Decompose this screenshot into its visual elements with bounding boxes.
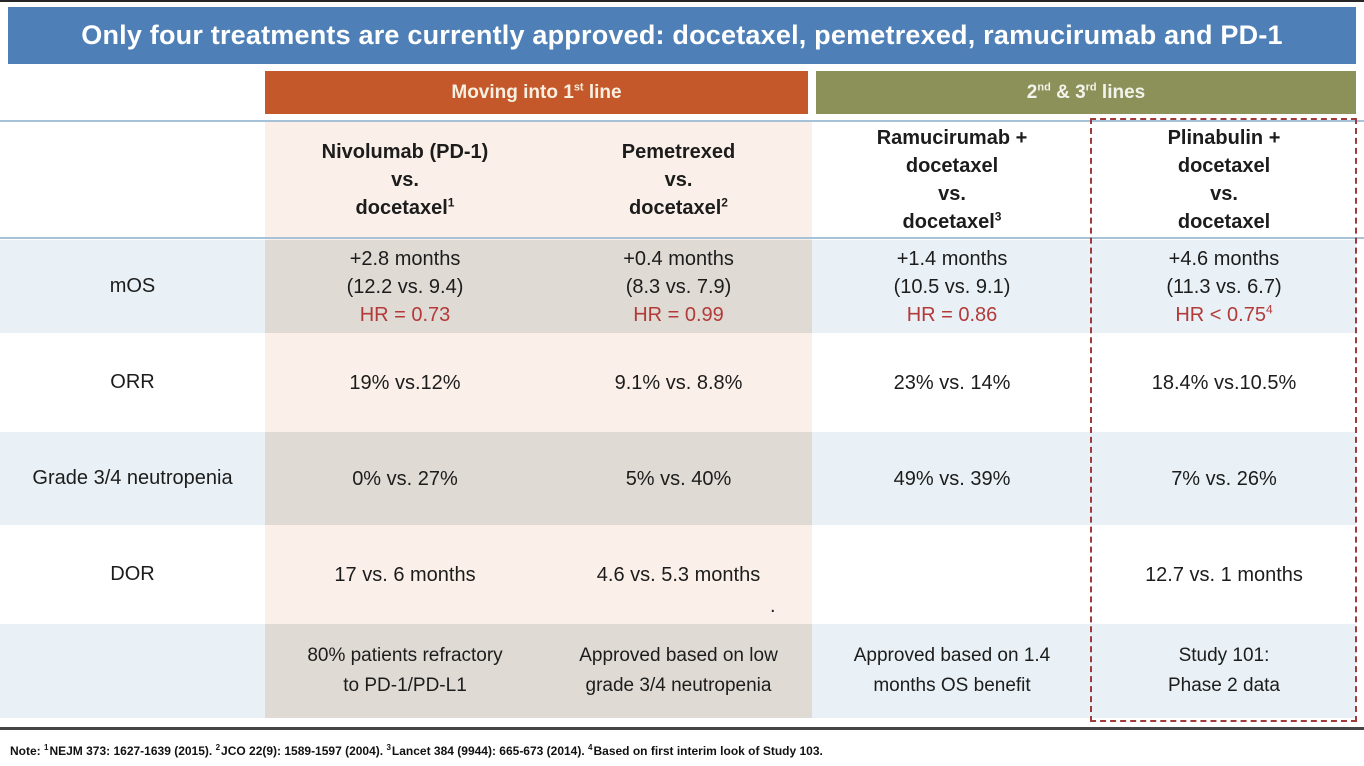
footnote-ref-3: 3 — [386, 743, 391, 752]
cell-mos-nivolumab: +2.8 months (12.2 vs. 9.4) HR = 0.73 — [265, 240, 545, 333]
hazard-ratio: HR < 0.754 — [1175, 301, 1273, 326]
hazard-ratio: HR = 0.73 — [359, 303, 451, 326]
table-header-row: Nivolumab (PD-1) vs. docetaxel1 Pemetrex… — [0, 122, 1356, 237]
table-row-summary: 80% patients refractory to PD-1/PD-L1 Ap… — [0, 624, 1356, 718]
table-row-neutropenia: Grade 3/4 neutropenia 0% vs. 27% 5% vs. … — [0, 432, 1356, 525]
divider-line-top — [0, 120, 1364, 122]
column-header-pemetrexed: Pemetrexed vs. docetaxel2 — [545, 122, 812, 237]
divider-line-header — [0, 237, 1364, 239]
reference-superscript: 3 — [994, 208, 1002, 223]
hazard-ratio: HR = 0.99 — [633, 303, 724, 326]
row-label-dor: DOR — [110, 563, 155, 585]
footnote: Note: 1NEJM 373: 1627-1639 (2015). 2JCO … — [10, 743, 823, 759]
cell-neutropenia-plinabulin: 7% vs. 26% — [1092, 432, 1356, 525]
column-header-plinabulin: Plinabulin + docetaxel vs. docetaxel — [1092, 122, 1356, 237]
column-header-nivolumab: Nivolumab (PD-1) vs. docetaxel1 — [265, 122, 545, 237]
column-header-ramucirumab: Ramucirumab + docetaxel vs. docetaxel3 — [812, 122, 1092, 237]
slide-title-banner: Only four treatments are currently appro… — [8, 7, 1356, 64]
cell-summary-ramucirumab: Approved based on 1.4 months OS benefit — [812, 624, 1092, 718]
cell-dor-pemetrexed: 4.6 vs. 5.3 months — [545, 528, 812, 621]
cell-orr-nivolumab: 19% vs.12% — [265, 336, 545, 429]
slide-title: Only four treatments are currently appro… — [81, 20, 1283, 50]
cell-neutropenia-nivolumab: 0% vs. 27% — [265, 432, 545, 525]
cell-neutropenia-ramucirumab: 49% vs. 39% — [812, 432, 1092, 525]
cell-mos-plinabulin: +4.6 months (11.3 vs. 6.7) HR < 0.754 — [1092, 240, 1356, 333]
table-row-dor: DOR 17 vs. 6 months 4.6 vs. 5.3 months 1… — [0, 528, 1356, 621]
cell-neutropenia-pemetrexed: 5% vs. 40% — [545, 432, 812, 525]
cell-dor-ramucirumab — [812, 528, 1092, 621]
cell-orr-ramucirumab: 23% vs. 14% — [893, 371, 1011, 394]
cell-orr-plinabulin: 18.4% vs.10.5% — [1151, 371, 1297, 394]
footnote-ref-4: 4 — [588, 743, 593, 752]
cell-summary-plinabulin: Study 101: Phase 2 data — [1092, 624, 1356, 718]
column-header-text: Nivolumab (PD-1) vs. docetaxel1 — [321, 140, 489, 219]
group-header-later-lines: 2nd & 3rd lines — [816, 71, 1356, 114]
hazard-ratio: HR = 0.86 — [906, 303, 998, 326]
column-header-text: Pemetrexed vs. docetaxel2 — [621, 140, 736, 219]
column-header-text: Ramucirumab + docetaxel vs. docetaxel3 — [876, 126, 1028, 233]
group-header-later-lines-label: 2nd & 3rd lines — [1026, 81, 1146, 103]
row-label-summary — [0, 624, 265, 718]
table-row-orr: ORR 19% vs.12% 9.1% vs. 8.8% 23% vs. 14%… — [0, 336, 1356, 429]
cell-mos-pemetrexed: +0.4 months (8.3 vs. 7.9) HR = 0.99 — [545, 240, 812, 333]
stray-dot: . — [770, 595, 776, 617]
cell-summary-nivolumab: 80% patients refractory to PD-1/PD-L1 — [265, 624, 545, 718]
cell-dor-plinabulin: 12.7 vs. 1 months — [1145, 563, 1303, 586]
bottom-border-line — [0, 727, 1364, 730]
group-header-first-line: Moving into 1st line — [265, 71, 808, 114]
reference-superscript: 1 — [447, 194, 455, 209]
top-border-line — [0, 0, 1364, 2]
column-header-text: Plinabulin + docetaxel vs. docetaxel — [1167, 126, 1281, 233]
cell-dor-nivolumab: 17 vs. 6 months — [265, 528, 545, 621]
footnote-ref-1: 1 — [44, 743, 49, 752]
footnote-ref-2: 2 — [215, 743, 221, 752]
table-row-mos: mOS +2.8 months (12.2 vs. 9.4) HR = 0.73 … — [0, 240, 1356, 333]
group-header-first-line-label: Moving into 1st line — [451, 81, 622, 103]
cell-orr-pemetrexed: 9.1% vs. 8.8% — [545, 336, 812, 429]
cell-mos-ramucirumab: +1.4 months (10.5 vs. 9.1) HR = 0.86 — [812, 240, 1092, 333]
reference-superscript: 2 — [721, 194, 728, 209]
cell-summary-pemetrexed: Approved based on low grade 3/4 neutrope… — [545, 624, 812, 718]
row-label-mos: mOS — [0, 240, 265, 333]
row-label-orr: ORR — [110, 371, 155, 393]
row-label-neutropenia: Grade 3/4 neutropenia — [0, 432, 265, 525]
column-header-empty — [0, 122, 265, 237]
